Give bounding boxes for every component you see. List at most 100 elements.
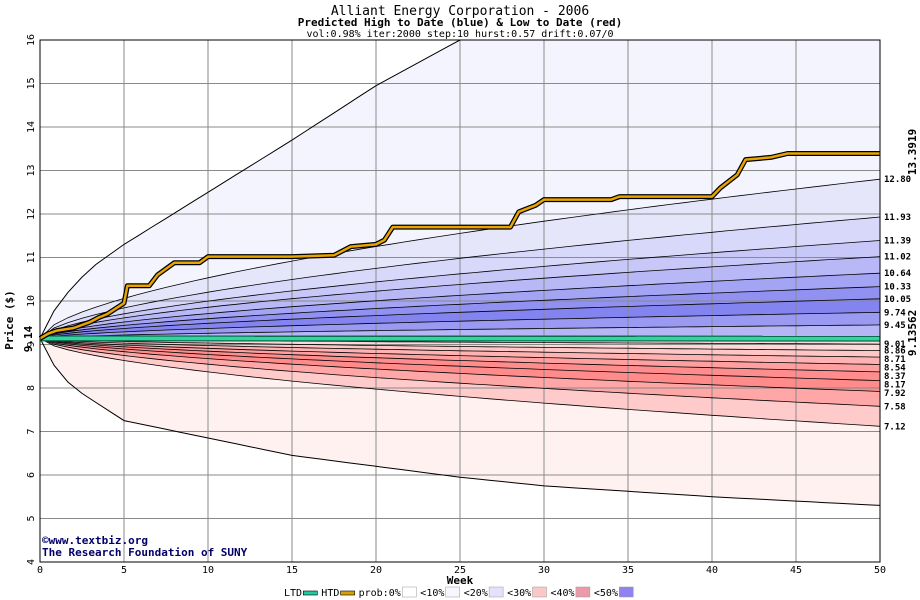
high-to-date-final-label: 13.3919 [906,129,919,175]
high-quantile-label: 12.80 [884,175,911,185]
low-quantile-label: 8.54 [884,364,906,374]
y-tick-label: 10 [26,295,37,307]
low-quantile-label: 8.71 [884,355,906,365]
high-quantile-line-8 [39,324,881,339]
y-tick-label: 7 [26,428,37,434]
low-quantile-line-7 [39,338,881,427]
y-tick-label: 16 [26,34,37,46]
band-high-1 [40,217,880,339]
low-quantile-line-2 [39,338,881,365]
low-quantile-label: 7.12 [884,422,906,432]
x-tick-label: 45 [790,565,802,576]
chart-title: Alliant Energy Corporation - 2006 [331,4,589,19]
band-high-2 [40,240,880,339]
low-quantile-label: 8.17 [884,381,906,391]
lower-envelope-line [39,338,881,506]
x-tick-label: 20 [370,565,382,576]
low-quantile-label: 8.86 [884,347,906,357]
x-tick-label: 40 [706,565,718,576]
legend-label: LTD [284,588,302,599]
y-tick-label: 6 [26,472,37,478]
credit-line-2: The Research Foundation of SUNY [42,546,248,559]
legend-label: <20% [464,588,488,599]
y-tick-label: 15 [26,77,37,89]
legend-label: prob:0% [359,588,401,599]
band-low-6 [40,338,880,407]
low-quantile-line-4 [39,338,881,381]
chart-subtitle: Predicted High to Date (blue) & Low to D… [298,16,623,29]
x-tick-label: 10 [202,565,214,576]
x-tick-label: 50 [874,565,886,576]
low-quantile-line-6 [39,338,881,407]
legend-swatch [575,586,591,598]
legend-swatch [488,586,504,598]
y-tick-label: 14 [26,121,37,133]
high-quantile-line-0 [39,178,881,339]
high-quantile-label: 10.33 [884,283,911,293]
plot-frame [39,39,881,563]
low-quantile-line-5 [39,338,881,392]
low-quantile-label: 7.58 [884,402,906,412]
y-tick-label: 9 [26,341,37,347]
chart-params: vol:0.98% iter:2000 step:10 hurst:0.57 d… [306,29,613,40]
x-tick-label: 30 [538,565,550,576]
low-quantile-line-1 [39,338,881,358]
y-tick-label: 8 [26,385,37,391]
y-tick-label: 11 [26,251,37,263]
start-price-label: 9.14 [22,325,35,352]
high-quantile-label: 11.02 [884,253,911,263]
legend-label: <40% [551,588,575,599]
band-low-3 [40,338,880,372]
high-quantile-line-2 [39,240,881,339]
legend-swatch-line [340,590,355,596]
legend-label: <30% [507,588,531,599]
y-tick-label: 13 [26,164,37,176]
legend-swatch [402,586,417,598]
legend-swatch [619,586,634,598]
legend: LTD HTD prob:0% <10% <20% <30% <40% <50% [284,586,634,599]
high-quantile-line-5 [39,286,881,339]
y-tick-label: 12 [26,208,37,220]
y-tick-label: 5 [26,515,37,521]
high-quantile-label: 9.74 [884,308,906,318]
x-tick-label: 5 [121,565,127,576]
band-low-4 [40,338,880,381]
y-tick-label: 4 [26,559,37,565]
band-high-4 [40,273,880,339]
high-quantile-label: 10.05 [884,295,911,305]
legend-label: <50% [594,588,618,599]
high-quantile-label: 10.64 [884,269,912,279]
band-high-5 [40,286,880,339]
high-quantile-line-3 [39,256,881,339]
x-tick-label: 35 [622,565,634,576]
band-high-3 [40,256,880,339]
high-quantile-line-1 [39,216,881,339]
band-low-7 [40,338,880,427]
legend-swatch [532,586,547,598]
band-high-0 [40,179,880,339]
series [38,151,881,342]
credit-line-1: ©www.textbiz.org [42,534,148,547]
low-quantile-line-3 [39,338,881,373]
legend-label: HTD [321,588,339,599]
high-quantile-label: 11.93 [884,213,911,223]
x-tick-label: 0 [37,565,43,576]
legend-swatch [445,586,460,598]
low-to-date-final-label: 9.13562 [906,310,919,356]
x-axis-label: Week [447,574,474,587]
quantile-labels: 12.80 11.93 11.39 11.02 10.64 10.33 10.05 9.74 9… [884,175,912,432]
legend-swatch-line [302,590,318,596]
high-quantile-label: 9.01 [884,340,906,350]
x-tick-label: 15 [286,565,298,576]
low-quantile-label: 7.92 [884,389,906,399]
band-low-5 [40,338,880,392]
low-quantile-line-0 [39,338,881,351]
htd-line [39,152,880,340]
high-quantile-line-6 [39,298,881,339]
high-quantile-label: 11.39 [884,237,911,247]
high-quantile-line-7 [39,311,881,339]
legend-label: <10% [420,588,444,599]
y-axis-label: Price ($) [3,290,16,350]
